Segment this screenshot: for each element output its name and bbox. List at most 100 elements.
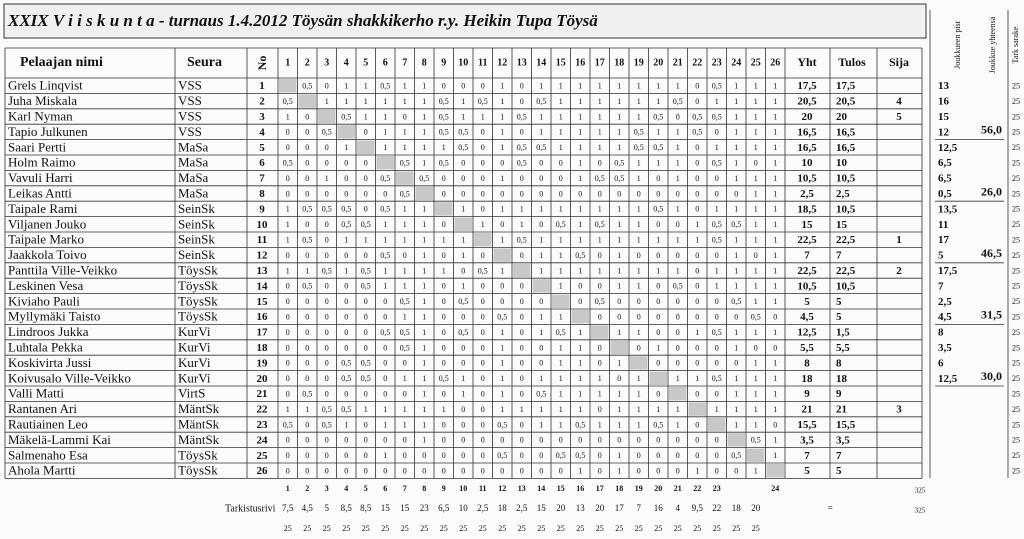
check-sum: 25	[1012, 143, 1020, 152]
game-result: 0	[325, 143, 329, 152]
total: 22,5	[797, 265, 817, 277]
max-value: 25	[693, 524, 701, 533]
max-value: 25	[459, 524, 467, 533]
game-result: 0	[520, 359, 524, 368]
player-name: Juha Miskala	[8, 93, 77, 108]
round-header: 8	[422, 57, 427, 68]
game-result: 1	[422, 343, 426, 352]
game-result: 0,5	[536, 97, 546, 106]
result: 20	[836, 111, 848, 123]
game-result: 1	[500, 174, 504, 183]
game-result: 0	[403, 112, 407, 121]
game-result: 1	[598, 390, 602, 399]
game-result: 1	[598, 420, 602, 429]
game-result: 1	[578, 328, 582, 337]
club: MäntSk	[178, 401, 220, 416]
game-result: 0	[325, 189, 329, 198]
game-result: 1	[286, 220, 290, 229]
game-result: 1	[695, 236, 699, 245]
check-sum: 25	[1012, 451, 1020, 460]
game-result: 1	[676, 205, 680, 214]
game-result: 1	[656, 343, 660, 352]
game-result: 0	[695, 343, 699, 352]
game-result: 0,5	[322, 205, 332, 214]
game-result: 0	[344, 467, 348, 476]
game-result: 0,5	[380, 82, 390, 91]
game-result: 0	[715, 189, 719, 198]
game-result: 1	[461, 251, 465, 260]
game-result: 1	[422, 128, 426, 137]
game-result: 1	[461, 205, 465, 214]
game-result: 1	[500, 359, 504, 368]
game-result: 0,5	[283, 97, 293, 106]
player-number: 22	[257, 404, 269, 416]
game-result: 1	[559, 282, 563, 291]
game-result: 1	[520, 205, 524, 214]
game-result: 0	[305, 328, 309, 337]
game-result: 1	[559, 374, 563, 383]
game-result: 1	[578, 143, 582, 152]
game-result: 1	[754, 82, 758, 91]
game-result: 0	[422, 451, 426, 460]
player-number: 1	[259, 80, 265, 92]
game-result: 0	[695, 143, 699, 152]
game-result: 1	[637, 420, 641, 429]
club: TöysSk	[178, 447, 218, 462]
max-value: 25	[479, 524, 487, 533]
check-sum: 25	[1012, 220, 1020, 229]
game-result: 0	[637, 251, 641, 260]
round-header: 3	[324, 57, 329, 68]
max-value: 25	[615, 524, 623, 533]
game-result: 1	[559, 97, 563, 106]
game-result: 1	[500, 405, 504, 414]
footer-number: 11	[479, 484, 487, 493]
game-result: 1	[500, 143, 504, 152]
game-result: 0	[598, 405, 602, 414]
game-result: 0	[325, 313, 329, 322]
game-result: 0,5	[751, 436, 761, 445]
game-result: 1	[539, 405, 543, 414]
game-result: 0	[286, 343, 290, 352]
game-result: 0	[344, 297, 348, 306]
game-result: 1	[754, 328, 758, 337]
game-result: 0	[442, 343, 446, 352]
game-result: 1	[578, 467, 582, 476]
game-result: 0	[715, 451, 719, 460]
game-result: 0	[403, 359, 407, 368]
game-result: 1	[773, 97, 777, 106]
game-result: 0	[286, 189, 290, 198]
game-result: 0	[715, 436, 719, 445]
game-result: 1	[559, 251, 563, 260]
game-result: 0,5	[653, 205, 663, 214]
total: 7	[804, 450, 810, 462]
check-value: 2,5	[477, 503, 489, 513]
check-sum: 25	[1012, 189, 1020, 198]
game-result: 0,5	[361, 266, 371, 275]
game-result: 0,5	[361, 282, 371, 291]
team-points: 17,5	[938, 265, 958, 277]
club: MäntSk	[178, 432, 220, 447]
game-result: 0	[442, 467, 446, 476]
game-result: 1	[500, 390, 504, 399]
game-result: 1	[617, 143, 621, 152]
game-result: 0	[461, 82, 465, 91]
check-value: 2,5	[516, 503, 528, 513]
game-result: 1	[344, 266, 348, 275]
check-value: 18	[498, 503, 508, 513]
player-name: Karl Nyman	[8, 108, 73, 123]
game-result: 1	[422, 374, 426, 383]
game-result: 1	[539, 251, 543, 260]
game-result: 1	[500, 266, 504, 275]
player-name: Koivusalo Ville-Veikko	[8, 370, 131, 385]
game-result: 1	[559, 236, 563, 245]
game-result: 0	[500, 282, 504, 291]
check-value: 6,5	[438, 503, 450, 513]
game-result: 1	[656, 266, 660, 275]
game-result: 0,5	[322, 420, 332, 429]
game-result: 1	[754, 236, 758, 245]
total: 18	[802, 373, 814, 385]
game-result: 0	[520, 420, 524, 429]
club: KurVi	[178, 339, 211, 354]
game-result: 0,5	[283, 159, 293, 168]
result: 15,5	[836, 419, 856, 431]
